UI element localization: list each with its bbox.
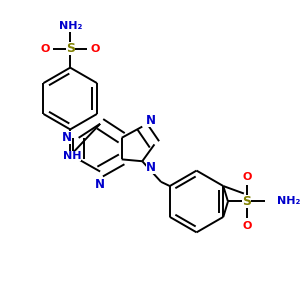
- Text: N: N: [62, 131, 72, 144]
- Text: N: N: [146, 161, 156, 174]
- Text: S: S: [242, 195, 251, 208]
- Text: N: N: [146, 114, 156, 127]
- Text: O: O: [242, 172, 251, 182]
- Text: O: O: [40, 44, 50, 54]
- Text: NH₂: NH₂: [277, 196, 300, 206]
- Text: S: S: [66, 42, 75, 56]
- Text: O: O: [242, 221, 251, 231]
- Text: N: N: [95, 178, 105, 191]
- Text: NH: NH: [63, 151, 81, 160]
- Text: O: O: [91, 44, 100, 54]
- Text: NH₂: NH₂: [58, 20, 82, 31]
